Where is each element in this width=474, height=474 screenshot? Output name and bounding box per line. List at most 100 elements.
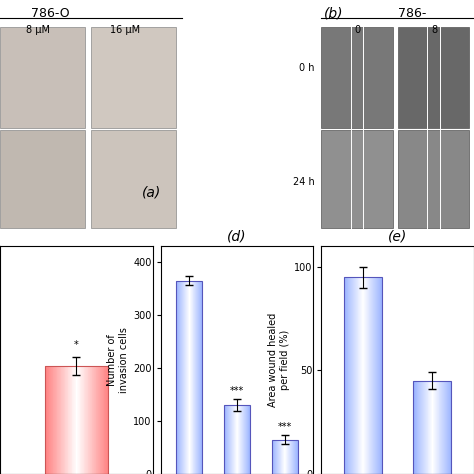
Y-axis label: Area wound healed
per field (%): Area wound healed per field (%) [268,313,290,407]
Bar [420,381,421,474]
Bar [433,381,434,474]
Bar [447,381,448,474]
Bar [371,277,372,474]
Bar [103,366,104,474]
Bar [374,277,375,474]
Bar [425,381,426,474]
Bar [381,277,382,474]
Bar [353,277,354,474]
Bar [349,277,350,474]
Bar [101,366,102,474]
Bar [398,130,469,228]
Bar [66,366,67,474]
Bar [354,277,355,474]
Bar [51,366,52,474]
Bar [346,277,347,474]
Bar [448,381,449,474]
Bar [358,277,359,474]
Bar [74,366,75,474]
Bar [437,381,438,474]
Bar [89,366,90,474]
Bar [362,277,363,474]
Bar [436,381,437,474]
Bar [431,381,432,474]
Bar [434,381,435,474]
Bar [367,277,368,474]
Bar [344,277,382,474]
Bar [379,277,380,474]
Bar [442,381,443,474]
Bar [54,366,55,474]
Bar [413,381,451,474]
Bar [422,381,423,474]
Bar [75,366,76,474]
Bar [432,381,433,474]
Bar [104,366,105,474]
Bar [96,366,97,474]
Bar [348,277,349,474]
Bar [94,366,95,474]
Bar [85,366,86,474]
Bar [57,366,58,474]
Bar [450,381,451,474]
Bar [373,277,374,474]
Title: (e): (e) [388,229,407,244]
Bar [440,381,441,474]
Bar [73,366,74,474]
Bar [418,381,419,474]
Text: 8: 8 [431,25,438,35]
Bar [417,381,418,474]
Bar [421,381,422,474]
Bar [50,366,51,474]
Bar [321,130,393,228]
Bar [350,277,351,474]
Bar [92,366,93,474]
Bar [90,366,91,474]
Bar [416,381,417,474]
Text: 0 h: 0 h [300,64,315,73]
Bar [46,366,47,474]
Text: 24 h: 24 h [293,177,315,187]
Bar [106,366,107,474]
Bar [58,366,59,474]
Bar [97,366,98,474]
Bar [321,27,393,128]
Bar [48,366,49,474]
Bar [446,381,447,474]
Bar [413,381,414,474]
Bar [45,366,108,474]
Bar [77,366,78,474]
Bar [430,381,431,474]
Bar [81,366,82,474]
Bar [52,366,53,474]
Bar [0,27,85,128]
Bar [80,366,81,474]
Bar [419,381,420,474]
Bar [76,366,77,474]
Bar [363,277,364,474]
Bar [100,366,101,474]
Bar [87,366,88,474]
Bar [368,277,369,474]
Bar [86,366,87,474]
Bar [345,277,346,474]
Bar [53,366,54,474]
Bar [65,366,66,474]
Bar [449,381,450,474]
Text: ***: *** [278,422,292,432]
Bar [71,366,72,474]
Bar [365,277,366,474]
Bar [0,130,85,228]
Text: 786-O: 786-O [31,7,70,20]
Bar [435,381,436,474]
Bar [429,381,430,474]
Bar [352,277,353,474]
Bar [444,381,445,474]
Bar [83,366,84,474]
Bar [356,277,357,474]
Text: 786-: 786- [398,7,426,20]
Bar [93,366,94,474]
Bar [375,277,376,474]
Bar [91,27,175,128]
Bar [364,277,365,474]
